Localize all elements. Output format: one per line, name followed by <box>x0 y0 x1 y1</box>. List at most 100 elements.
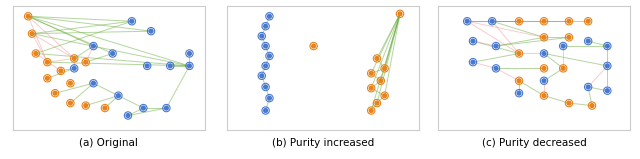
Point <box>264 97 275 99</box>
Point <box>564 36 574 39</box>
Point <box>42 77 52 80</box>
Point <box>100 107 110 109</box>
Point <box>558 45 568 47</box>
Point <box>514 92 524 94</box>
Point <box>514 92 524 94</box>
Point <box>42 61 52 63</box>
Point <box>257 75 267 77</box>
Point <box>539 67 549 70</box>
Point <box>539 94 549 97</box>
Text: (a) Original: (a) Original <box>79 138 138 148</box>
Point <box>161 107 172 109</box>
Point <box>257 75 267 77</box>
Point <box>366 87 376 90</box>
Point <box>366 72 376 75</box>
Point <box>380 67 390 70</box>
Point <box>257 35 267 37</box>
Point <box>564 20 574 23</box>
Point <box>395 13 405 15</box>
Point <box>69 67 79 70</box>
Point <box>56 70 66 72</box>
Point <box>65 102 76 104</box>
Point <box>602 89 612 92</box>
Point <box>146 30 156 32</box>
Point <box>264 15 275 17</box>
Point <box>56 70 66 72</box>
Point <box>88 82 99 85</box>
Point <box>539 20 549 23</box>
Point <box>123 114 133 117</box>
Point <box>539 94 549 97</box>
Point <box>123 114 133 117</box>
Point <box>138 107 148 109</box>
Point <box>514 80 524 82</box>
Point <box>487 20 497 23</box>
Point <box>602 65 612 67</box>
Point <box>138 107 148 109</box>
Point <box>468 61 478 63</box>
Point <box>395 13 405 15</box>
Point <box>491 45 501 47</box>
Point <box>50 92 60 94</box>
Point <box>264 15 275 17</box>
Point <box>127 20 137 23</box>
Point <box>100 107 110 109</box>
Point <box>113 94 124 97</box>
Point <box>184 65 195 67</box>
Point <box>165 65 175 67</box>
Point <box>539 36 549 39</box>
Point <box>491 67 501 70</box>
Point <box>260 86 271 88</box>
Point <box>558 67 568 70</box>
Point <box>69 57 79 60</box>
Point <box>260 109 271 112</box>
Point <box>376 80 386 82</box>
Point <box>27 32 37 35</box>
Point <box>65 82 76 85</box>
Point <box>372 102 382 104</box>
Point <box>81 61 91 63</box>
Point <box>366 109 376 112</box>
Point <box>583 86 593 88</box>
Point <box>260 25 271 28</box>
Point <box>264 55 275 57</box>
Point <box>539 36 549 39</box>
Point <box>587 104 597 107</box>
Point <box>583 86 593 88</box>
Point <box>264 97 275 99</box>
Point <box>372 57 382 60</box>
Point <box>184 52 195 55</box>
Text: (b) Purity increased: (b) Purity increased <box>272 138 374 148</box>
Point <box>487 20 497 23</box>
Point <box>184 52 195 55</box>
Point <box>380 94 390 97</box>
Point <box>142 65 152 67</box>
Point <box>142 65 152 67</box>
Point <box>260 45 271 47</box>
Point <box>308 45 319 47</box>
Point <box>366 72 376 75</box>
Point <box>81 104 91 107</box>
Point <box>23 15 33 17</box>
Point <box>65 102 76 104</box>
Point <box>583 20 593 23</box>
Point <box>602 45 612 47</box>
Point <box>88 45 99 47</box>
Point <box>587 104 597 107</box>
Point <box>539 20 549 23</box>
Point <box>257 35 267 37</box>
Point <box>69 67 79 70</box>
Point <box>366 109 376 112</box>
Point <box>81 61 91 63</box>
Point <box>514 52 524 55</box>
Point <box>380 67 390 70</box>
Point <box>108 52 118 55</box>
Point <box>514 80 524 82</box>
Point <box>558 45 568 47</box>
Point <box>539 80 549 82</box>
Point <box>113 94 124 97</box>
Point <box>583 20 593 23</box>
Point <box>558 67 568 70</box>
Point <box>260 86 271 88</box>
Point <box>308 45 319 47</box>
